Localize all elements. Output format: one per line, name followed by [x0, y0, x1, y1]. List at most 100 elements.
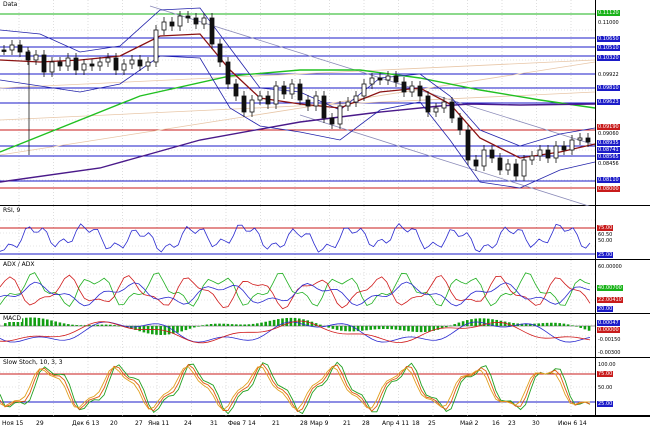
macd-histogram-bar — [495, 319, 498, 326]
macd-histogram-bar — [180, 326, 183, 332]
macd-histogram-bar — [566, 324, 570, 326]
sma-500-line — [0, 103, 595, 183]
stoch-k-line — [0, 361, 591, 415]
price-panel[interactable]: 0.11120 0.11000 0.10650 0.10510 0.10320 0.099… — [0, 0, 650, 206]
stoch-plot-area[interactable] — [0, 358, 595, 416]
rsi-chart-canvas[interactable] — [0, 206, 595, 260]
price-plot-area[interactable] — [0, 0, 595, 206]
time-tick-label: 28 — [362, 420, 370, 427]
trend-line — [0, 61, 595, 156]
macd-histogram-bar — [537, 323, 540, 326]
macd-histogram-bar — [260, 322, 263, 326]
stoch-panel[interactable]: 100.00 75.00 50.00 25.00 Slow Stoch, 10, 3,… — [0, 358, 650, 416]
macd-histogram-bar — [193, 326, 196, 328]
macd-panel[interactable]: 0.00047 0.00000 -0.00150 -0.00300 MACD — [0, 314, 650, 358]
scale-label: 75.00 — [597, 371, 614, 377]
macd-histogram-bar — [424, 326, 427, 332]
scale-label: 20.00 — [597, 306, 614, 312]
scale-label: 0.08456 — [598, 161, 619, 167]
macd-histogram-bar — [243, 324, 246, 326]
time-axis[interactable]: Ноя 15 29 Дек 6 13 20 27 Янв 11 24 31 Фев 7 14 21… — [0, 416, 650, 429]
candle-body — [113, 57, 119, 71]
macd-histogram-bar — [272, 319, 276, 326]
macd-histogram-bar — [545, 322, 549, 326]
stoch-chart-canvas[interactable] — [0, 358, 595, 416]
macd-histogram-bar — [222, 323, 225, 326]
macd-histogram-bar — [453, 324, 456, 326]
macd-histogram-bar — [352, 326, 356, 332]
scale-label: 100.00 — [598, 362, 616, 368]
macd-histogram-bar — [71, 324, 74, 326]
macd-histogram-bar — [432, 326, 435, 331]
macd-histogram-bar — [461, 321, 465, 326]
macd-histogram-bar — [201, 325, 204, 326]
macd-line — [0, 321, 591, 343]
rsi-panel[interactable]: 75.00 60.50 50.00 25.00 RSI, 9 — [0, 206, 650, 260]
macd-histogram-bar — [482, 318, 486, 326]
macd-histogram-bar — [445, 326, 448, 328]
candle-body — [577, 137, 583, 141]
macd-histogram-bar — [524, 323, 528, 326]
macd-histogram-bar — [377, 326, 381, 330]
macd-histogram-bar — [457, 322, 461, 326]
candle-body — [241, 95, 247, 113]
macd-histogram-bar — [411, 326, 414, 332]
macd-histogram-bar — [398, 326, 402, 331]
candle-body — [545, 149, 551, 159]
macd-plot-area[interactable] — [0, 314, 595, 358]
candle-body — [65, 57, 71, 67]
macd-histogram-bar — [554, 322, 557, 326]
macd-histogram-bar — [79, 325, 83, 326]
candle-body — [377, 77, 383, 81]
candle-body — [73, 57, 79, 71]
macd-histogram-bar — [373, 326, 377, 330]
macd-histogram-bar — [197, 326, 200, 327]
macd-histogram-bar — [390, 326, 393, 330]
time-tick-label: 27 — [135, 420, 143, 427]
candle-body — [329, 117, 335, 125]
time-tick-label: 16 — [492, 420, 500, 427]
scale-label: 50.00 — [598, 385, 613, 391]
adx-chart-canvas[interactable] — [0, 260, 595, 314]
price-chart-canvas[interactable] — [0, 0, 595, 206]
macd-histogram-bar — [415, 326, 419, 333]
macd-histogram-bar — [176, 326, 179, 333]
macd-histogram-bar — [67, 324, 70, 326]
time-tick-label: Ноя 15 — [2, 420, 24, 427]
candle-body — [401, 81, 407, 93]
macd-histogram-bar — [62, 323, 66, 326]
time-tick-label: Дек 6 13 — [72, 420, 100, 427]
adx-plot-area[interactable] — [0, 260, 595, 314]
candle-body — [345, 101, 351, 107]
rsi-scale[interactable] — [595, 206, 650, 259]
macd-histogram-bar — [100, 324, 104, 326]
candle-body — [321, 95, 327, 119]
scale-label: 0.09922 — [598, 72, 619, 78]
scale-label: 0.08110 — [597, 177, 620, 183]
macd-histogram-bar — [310, 321, 314, 326]
adx-panel[interactable]: 60.00000 40.00700 22.00410 20.00 ADX / ADX — [0, 260, 650, 314]
macd-histogram-bar — [575, 326, 578, 327]
macd-histogram-bar — [348, 326, 351, 332]
macd-histogram-bar — [344, 326, 347, 332]
macd-histogram-bar — [268, 320, 272, 326]
time-tick-label: 24 — [184, 420, 192, 427]
candle-body — [369, 77, 375, 85]
rsi-plot-area[interactable] — [0, 206, 595, 260]
candle-body — [145, 61, 151, 67]
macd-histogram-bar — [314, 323, 318, 326]
candle-body — [433, 107, 439, 113]
stoch-panel-title: Slow Stoch, 10, 3, 3 — [2, 359, 64, 366]
macd-histogram-bar — [487, 318, 490, 326]
rsi-line — [0, 223, 591, 253]
time-tick-label: Фев 7 14 — [228, 420, 256, 427]
macd-chart-canvas[interactable] — [0, 314, 595, 358]
macd-histogram-bar — [251, 323, 255, 326]
candle-body — [305, 99, 311, 107]
scale-label: -0.00300 — [598, 350, 621, 356]
macd-histogram-bar — [302, 319, 305, 326]
scale-label: 0.09623 — [597, 99, 620, 105]
candle-body — [313, 95, 319, 107]
scale-label: 0.11120 — [597, 10, 620, 16]
